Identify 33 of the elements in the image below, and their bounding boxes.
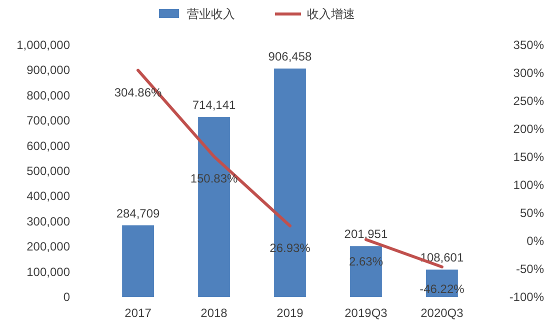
y-tick-label: 500,000 [26, 164, 70, 178]
x-tick-label: 2019Q3 [344, 306, 388, 320]
y2-tick-label: 150% [513, 150, 544, 164]
y2-tick-label: 250% [513, 94, 544, 108]
y-tick-label: 800,000 [26, 88, 70, 102]
y-tick-label: 1,000,000 [16, 38, 70, 52]
x-tick-label: 2019 [276, 306, 304, 320]
y-tick-label: 0 [63, 290, 70, 304]
y2-tick-label: -100% [509, 290, 544, 304]
x-tick-label: 2018 [200, 306, 228, 320]
y-tick-label: 200,000 [26, 240, 70, 254]
bar [122, 225, 154, 297]
y2-tick-label: 0% [526, 234, 544, 248]
legend-label: 营业收入 [187, 7, 235, 21]
y-tick-label: 600,000 [26, 138, 70, 153]
y2-tick-label: 350% [513, 38, 544, 52]
y-tick-label: 400,000 [26, 189, 70, 204]
y-tick-label: 300,000 [26, 214, 70, 228]
y2-tick-label: 200% [513, 122, 544, 136]
y-tick-label: 700,000 [26, 114, 70, 128]
y2-tick-label: 300% [513, 66, 544, 80]
y2-tick-label: -50% [516, 262, 544, 276]
y-tick-label: 100,000 [26, 264, 70, 279]
data-label: 906,458 [268, 50, 312, 64]
data-label: 714,141 [192, 98, 236, 112]
data-label: 284,709 [116, 206, 160, 220]
x-tick-label: 2017 [124, 306, 152, 320]
y-tick-label: 900,000 [26, 63, 70, 78]
legend-label: 收入增速 [307, 7, 355, 21]
y2-tick-label: 50% [520, 206, 544, 220]
data-label: 201,951 [344, 227, 388, 242]
y2-tick-label: 100% [513, 178, 544, 192]
x-tick-label: 2020Q3 [420, 306, 464, 320]
